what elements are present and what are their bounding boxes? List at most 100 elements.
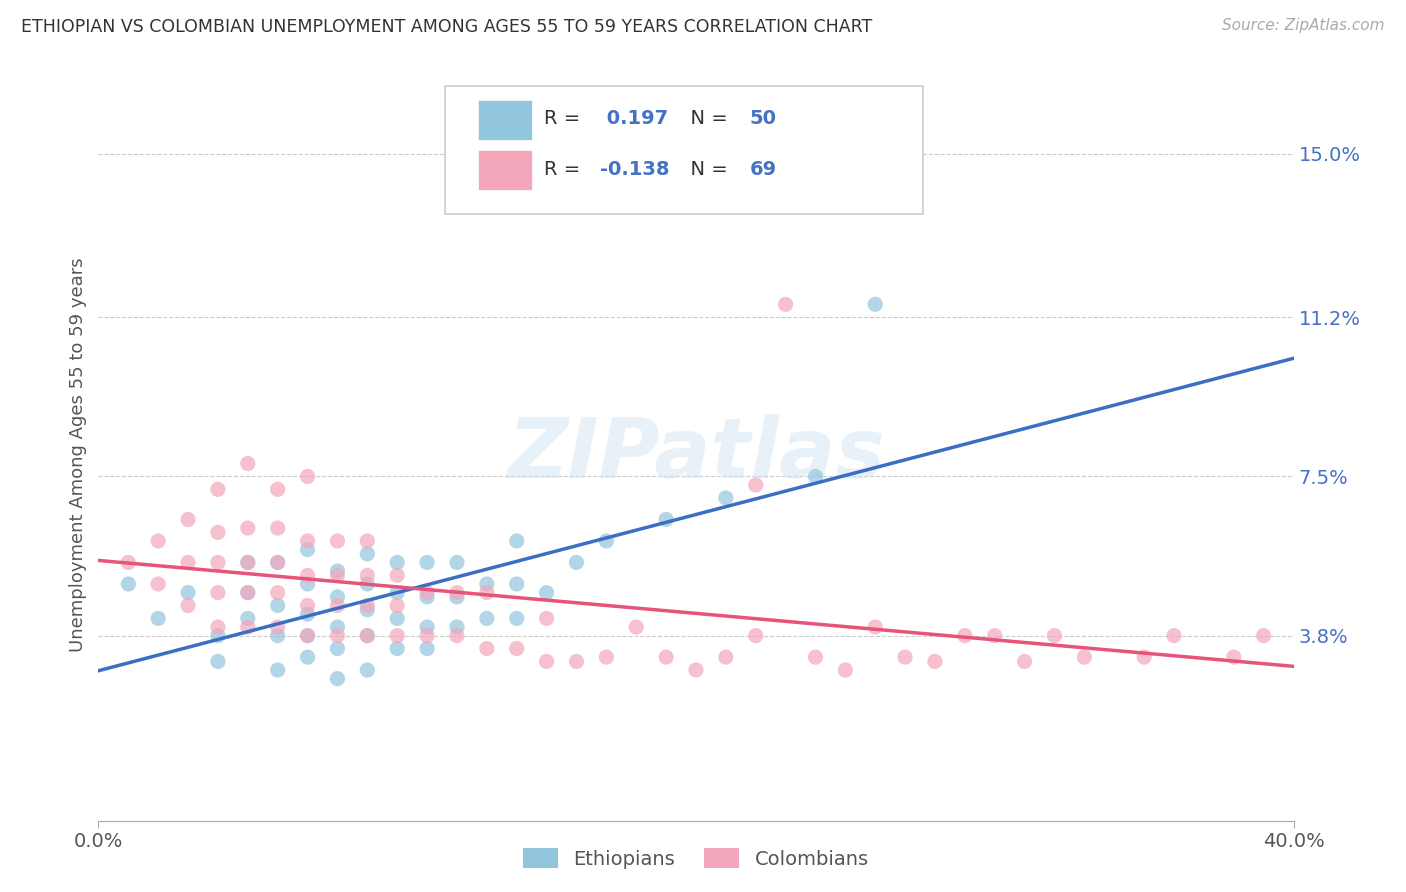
Point — [267, 663, 290, 677]
Point — [714, 491, 737, 505]
Point — [297, 629, 319, 643]
Point — [326, 641, 349, 656]
Point — [207, 629, 229, 643]
Point — [356, 547, 378, 561]
Point — [416, 590, 439, 604]
Point — [1223, 650, 1246, 665]
Point — [356, 663, 378, 677]
Point — [267, 483, 290, 497]
Text: R =: R = — [544, 109, 586, 128]
Point — [117, 577, 139, 591]
Point — [236, 556, 259, 570]
Point — [775, 297, 797, 311]
Point — [804, 469, 827, 483]
Point — [356, 603, 378, 617]
Point — [267, 556, 290, 570]
Point — [745, 629, 768, 643]
Point — [236, 585, 259, 599]
Y-axis label: Unemployment Among Ages 55 to 59 years: Unemployment Among Ages 55 to 59 years — [69, 258, 87, 652]
Point — [416, 585, 439, 599]
Point — [207, 655, 229, 669]
Point — [207, 585, 229, 599]
Point — [565, 556, 588, 570]
Point — [207, 483, 229, 497]
Text: 0.197: 0.197 — [600, 109, 668, 128]
Point — [1253, 629, 1275, 643]
Point — [804, 650, 827, 665]
Legend: Ethiopians, Colombians: Ethiopians, Colombians — [515, 840, 877, 877]
Text: N =: N = — [678, 109, 734, 128]
Point — [326, 672, 349, 686]
Point — [177, 556, 200, 570]
Text: 69: 69 — [749, 161, 778, 179]
Point — [267, 585, 290, 599]
Point — [326, 564, 349, 578]
FancyBboxPatch shape — [446, 86, 922, 213]
Point — [297, 577, 319, 591]
Point — [834, 663, 856, 677]
Point — [207, 620, 229, 634]
Point — [446, 620, 468, 634]
Point — [446, 585, 468, 599]
Point — [595, 533, 617, 548]
Point — [984, 629, 1007, 643]
Point — [714, 650, 737, 665]
Point — [446, 556, 468, 570]
Point — [236, 521, 259, 535]
Point — [385, 568, 409, 582]
Point — [267, 599, 290, 613]
Point — [236, 457, 259, 471]
Point — [148, 611, 170, 625]
FancyBboxPatch shape — [478, 150, 533, 190]
Point — [297, 533, 319, 548]
Point — [536, 585, 558, 599]
Point — [506, 577, 529, 591]
Point — [416, 556, 439, 570]
Point — [536, 655, 558, 669]
Point — [894, 650, 917, 665]
Point — [236, 585, 259, 599]
Point — [326, 590, 349, 604]
Point — [267, 629, 290, 643]
Point — [297, 607, 319, 621]
Point — [385, 599, 409, 613]
Point — [356, 599, 378, 613]
Point — [326, 629, 349, 643]
Point — [326, 533, 349, 548]
Point — [924, 655, 946, 669]
Point — [385, 585, 409, 599]
Point — [475, 641, 498, 656]
Point — [297, 650, 319, 665]
Point — [148, 577, 170, 591]
Text: -0.138: -0.138 — [600, 161, 669, 179]
Point — [865, 620, 887, 634]
Point — [416, 629, 439, 643]
Point — [297, 599, 319, 613]
Point — [446, 590, 468, 604]
Point — [865, 297, 887, 311]
Point — [356, 533, 378, 548]
Point — [416, 641, 439, 656]
Point — [1073, 650, 1095, 665]
Point — [385, 611, 409, 625]
Point — [1014, 655, 1036, 669]
Point — [953, 629, 976, 643]
Point — [326, 599, 349, 613]
Point — [385, 629, 409, 643]
Text: Source: ZipAtlas.com: Source: ZipAtlas.com — [1222, 18, 1385, 33]
Point — [326, 620, 349, 634]
Point — [267, 521, 290, 535]
Point — [326, 568, 349, 582]
Point — [595, 650, 617, 665]
Point — [267, 556, 290, 570]
Point — [416, 620, 439, 634]
Point — [236, 611, 259, 625]
Point — [685, 663, 707, 677]
Point — [506, 611, 529, 625]
Text: ETHIOPIAN VS COLOMBIAN UNEMPLOYMENT AMONG AGES 55 TO 59 YEARS CORRELATION CHART: ETHIOPIAN VS COLOMBIAN UNEMPLOYMENT AMON… — [21, 18, 872, 36]
Point — [1133, 650, 1156, 665]
Point — [475, 611, 498, 625]
Point — [655, 650, 678, 665]
Text: R =: R = — [544, 161, 586, 179]
Point — [356, 629, 378, 643]
